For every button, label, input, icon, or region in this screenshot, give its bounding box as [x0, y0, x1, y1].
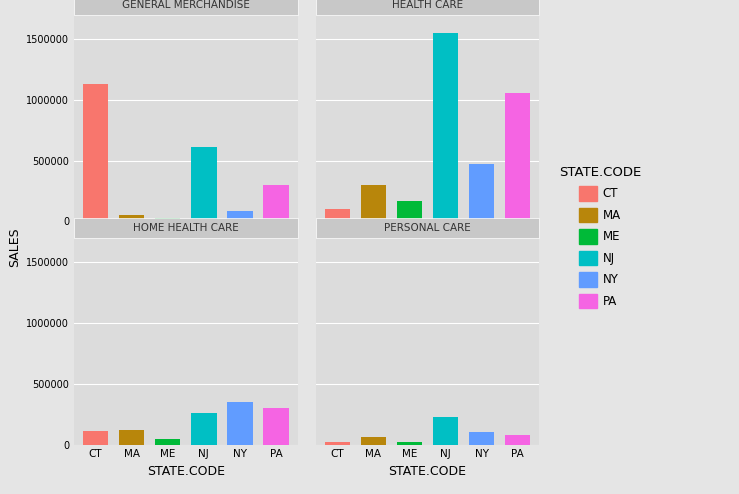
- X-axis label: STATE.CODE: STATE.CODE: [147, 465, 225, 478]
- Bar: [263, 185, 289, 221]
- Bar: [505, 92, 531, 221]
- Text: HOME HEALTH CARE: HOME HEALTH CARE: [133, 223, 239, 233]
- Bar: [83, 431, 108, 445]
- Bar: [324, 209, 350, 221]
- Bar: [433, 33, 458, 221]
- Bar: [155, 218, 180, 221]
- Bar: [191, 147, 217, 221]
- Bar: [228, 402, 253, 445]
- Text: PERSONAL CARE: PERSONAL CARE: [384, 223, 471, 233]
- Legend: CT, MA, ME, NJ, NY, PA: CT, MA, ME, NJ, NY, PA: [553, 160, 647, 314]
- Bar: [469, 432, 494, 445]
- Bar: [83, 84, 108, 221]
- Bar: [228, 210, 253, 221]
- Bar: [397, 201, 422, 221]
- Bar: [155, 439, 180, 445]
- Text: HEALTH CARE: HEALTH CARE: [392, 0, 463, 10]
- Bar: [469, 165, 494, 221]
- Bar: [191, 413, 217, 445]
- Bar: [119, 430, 144, 445]
- Bar: [263, 408, 289, 445]
- Bar: [433, 416, 458, 445]
- Bar: [324, 442, 350, 445]
- Bar: [361, 437, 386, 445]
- Bar: [119, 215, 144, 221]
- Bar: [397, 442, 422, 445]
- Bar: [505, 435, 531, 445]
- X-axis label: STATE.CODE: STATE.CODE: [389, 465, 466, 478]
- Text: GENERAL MERCHANDISE: GENERAL MERCHANDISE: [122, 0, 250, 10]
- Text: SALES: SALES: [8, 227, 21, 267]
- Bar: [361, 185, 386, 221]
